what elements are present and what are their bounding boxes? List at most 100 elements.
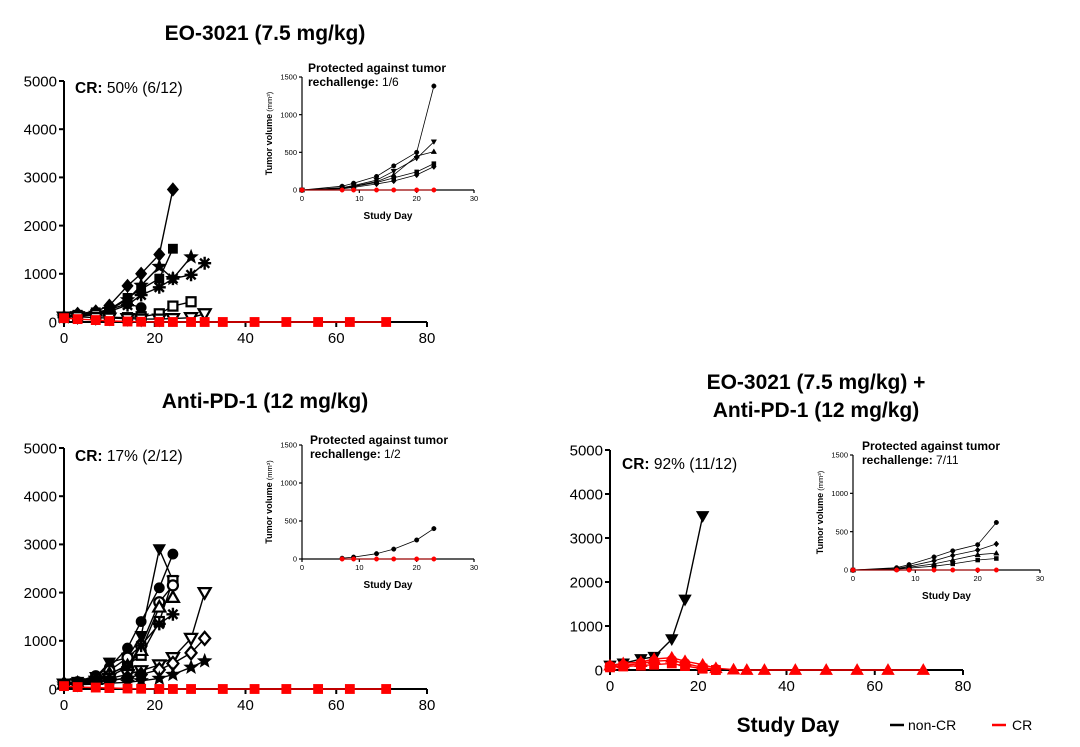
data-point-asterisk: [121, 660, 135, 674]
data-point-triangle-down: [152, 544, 167, 557]
series-line: [301, 166, 435, 191]
data-point-square: [281, 684, 292, 694]
data-point-diamond: [373, 180, 380, 188]
data-point-triangle: [413, 152, 420, 159]
inset-chart: 0 500 1000 1500 0 10 20 30 Tumor volume (mm³) Stu…: [264, 61, 478, 222]
data-point-square: [697, 663, 708, 674]
y-tick-label: 5000: [24, 73, 57, 90]
data-point-square: [136, 316, 147, 327]
x-tick-label: 0: [300, 563, 304, 572]
y-tick-label: 2000: [24, 218, 57, 235]
data-point-star: [196, 652, 213, 668]
inset-rechallenge-line: rechallenge: 7/11: [862, 453, 959, 467]
series-noncr: [56, 586, 213, 693]
y-tick-label: 2000: [570, 574, 603, 591]
legend-noncr-label: non-CR: [908, 717, 956, 733]
data-point-circle: [414, 556, 420, 562]
y-tick-label: 1000: [570, 618, 603, 635]
data-point-triangle-down: [678, 594, 692, 607]
y-tick-label: 0: [49, 314, 57, 331]
x-tick-label: 30: [470, 194, 478, 203]
data-point-square: [72, 682, 83, 692]
cr-label: CR:: [75, 80, 103, 97]
y-tick-label: 1000: [24, 633, 57, 650]
series-noncr: [57, 182, 179, 325]
x-tick-label: 20: [412, 563, 420, 572]
data-point-square: [605, 662, 615, 673]
y-tick-label: 0: [293, 186, 297, 195]
x-tick-label: 20: [690, 678, 707, 695]
data-point-circle: [299, 187, 305, 193]
data-point-asterisk: [152, 617, 166, 631]
inset-rechallenge-label: rechallenge:: [308, 75, 379, 89]
data-point-circle: [894, 567, 900, 573]
y-tick-label: 3000: [24, 170, 57, 187]
panel-eo3021: EO-3021 (7.5 mg/kg) CR: 50% (6/12) 01000…: [24, 22, 479, 347]
series-line: [64, 637, 206, 685]
data-point-circle: [391, 546, 397, 552]
data-point-square: [90, 315, 101, 325]
series-cr: [850, 567, 999, 573]
data-point-star: [151, 258, 167, 274]
data-point-diamond: [390, 177, 397, 185]
cr-label: CR:: [622, 456, 650, 473]
data-point-circle: [351, 187, 357, 193]
data-point-star: [151, 670, 168, 686]
series-noncr: [850, 519, 999, 573]
y-tick-label: 1500: [280, 73, 297, 82]
x-tick-label: 0: [851, 574, 855, 583]
data-point-square: [104, 316, 115, 326]
data-point-triangle-down-open: [183, 632, 199, 647]
data-point-circle: [993, 519, 999, 525]
x-tick-label: 10: [355, 194, 363, 203]
cr-summary: CR: 92% (11/12): [622, 456, 737, 473]
y-tick-label: 1500: [280, 441, 297, 450]
x-tick-label: 30: [1036, 574, 1044, 583]
panel-combination: EO-3021 (7.5 mg/kg) + Anti-PD-1 (12 mg/k…: [570, 371, 1045, 695]
inset-chart: 0 500 1000 1500 0 10 20 30 Tumor volume (mm³) Stu…: [815, 439, 1044, 602]
data-point-square: [167, 684, 178, 694]
data-point-circle: [374, 187, 380, 193]
inset-y-axis-title: Tumor volume: [815, 493, 825, 554]
data-point-star: [183, 248, 199, 264]
data-point-square: [950, 561, 955, 567]
data-point-square: [186, 684, 196, 694]
data-point-triangle: [430, 148, 437, 154]
y-tick-label: 500: [835, 527, 848, 536]
x-tick-label: 40: [237, 697, 254, 714]
inset-y-axis-unit: (mm³): [265, 91, 274, 114]
data-point-square: [154, 317, 165, 327]
data-point-triangle-down: [695, 511, 710, 523]
y-tick-label: 1000: [280, 479, 297, 488]
data-point-triangle: [726, 662, 741, 675]
y-tick-label: 500: [284, 148, 297, 157]
x-tick-label: 20: [412, 194, 420, 203]
inset-rechallenge-line: rechallenge: 1/2: [310, 447, 401, 461]
series-line: [609, 515, 704, 667]
data-point-square: [313, 684, 324, 694]
data-point-square: [994, 556, 999, 561]
inset-protected-label: Protected against tumor: [862, 439, 1000, 453]
x-tick-label: 60: [866, 678, 883, 695]
inset-protected-label: Protected against tumor: [310, 433, 448, 447]
data-point-circle: [374, 556, 380, 562]
x-tick-label: 0: [300, 194, 304, 203]
data-point-circle: [339, 556, 345, 562]
data-point-square-open: [185, 296, 197, 308]
inset-y-axis-unit: (mm³): [265, 460, 274, 483]
data-point-circle: [351, 556, 357, 562]
data-point-square: [136, 669, 147, 680]
inset-y-axis-title: Tumor volume: [264, 114, 274, 175]
inset-rechallenge-label: rechallenge:: [310, 447, 381, 461]
data-point-square: [975, 557, 980, 563]
data-point-square: [666, 658, 677, 669]
data-point-triangle-down-open: [196, 308, 213, 323]
series-line: [852, 543, 997, 571]
series-cr: [59, 313, 392, 327]
y-tick-label: 4000: [24, 488, 57, 505]
data-point-square: [381, 684, 392, 694]
y-tick-label: 4000: [24, 121, 57, 138]
data-point-asterisk: [166, 607, 180, 621]
